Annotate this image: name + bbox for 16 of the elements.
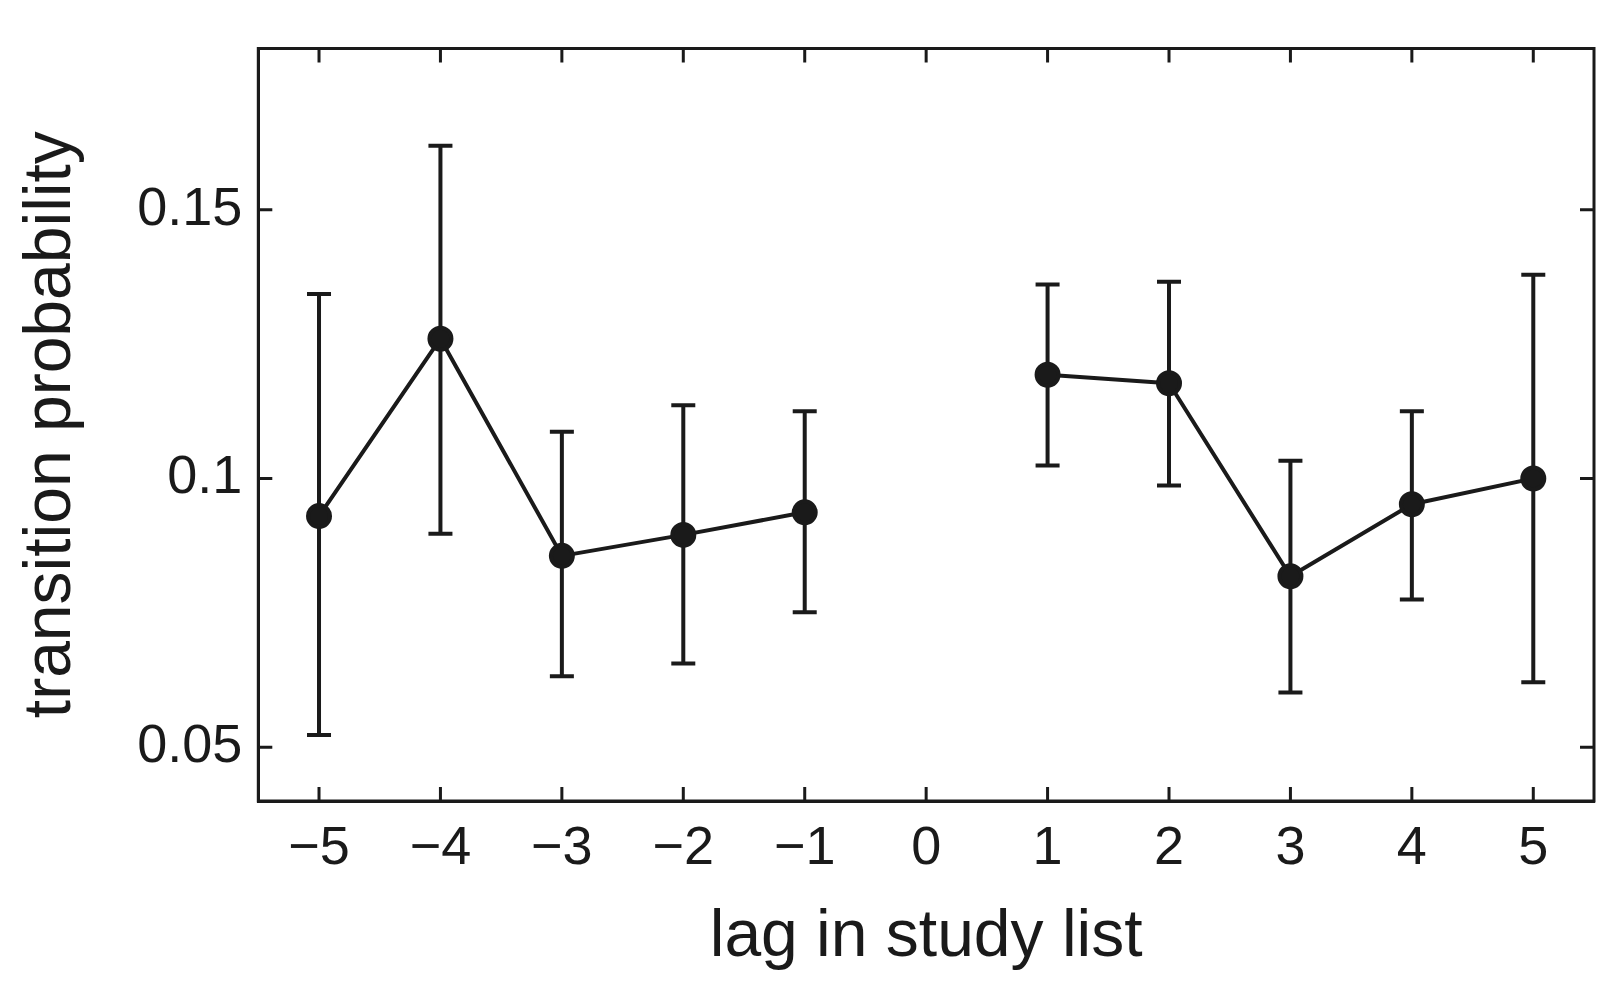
x-tick-label: −1 [773,815,836,876]
x-tick-label: −2 [652,815,715,876]
x-tick-label: 1 [1032,815,1063,876]
x-tick-label: 5 [1518,815,1549,876]
y-tick-label: 0.15 [137,175,243,236]
x-axis-title: lag in study list [709,895,1143,970]
x-tick-label: −5 [288,815,350,876]
x-tick-label: 0 [911,815,942,876]
x-tick-label: −4 [409,815,472,876]
x-tick-label: 4 [1396,815,1427,876]
y-tick-label: 0.1 [167,444,243,505]
x-tick-label: 3 [1275,815,1306,876]
x-tick-label: 2 [1153,815,1185,876]
y-axis-title: transition probability [9,131,84,719]
y-tick-label: 0.05 [137,713,243,774]
x-tick-label: −3 [531,815,593,876]
